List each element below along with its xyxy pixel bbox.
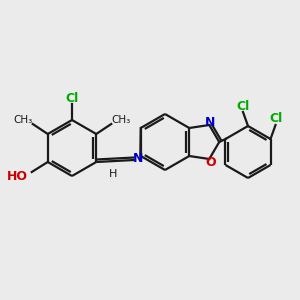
Text: N: N — [205, 116, 215, 128]
Text: Cl: Cl — [65, 92, 79, 104]
Text: Cl: Cl — [269, 112, 282, 125]
Text: O: O — [205, 155, 216, 169]
Text: N: N — [133, 152, 143, 166]
Text: CH₃: CH₃ — [14, 115, 33, 125]
Text: HO: HO — [7, 169, 28, 182]
Text: CH₃: CH₃ — [111, 115, 130, 125]
Text: Cl: Cl — [236, 100, 250, 112]
Text: H: H — [109, 169, 117, 179]
